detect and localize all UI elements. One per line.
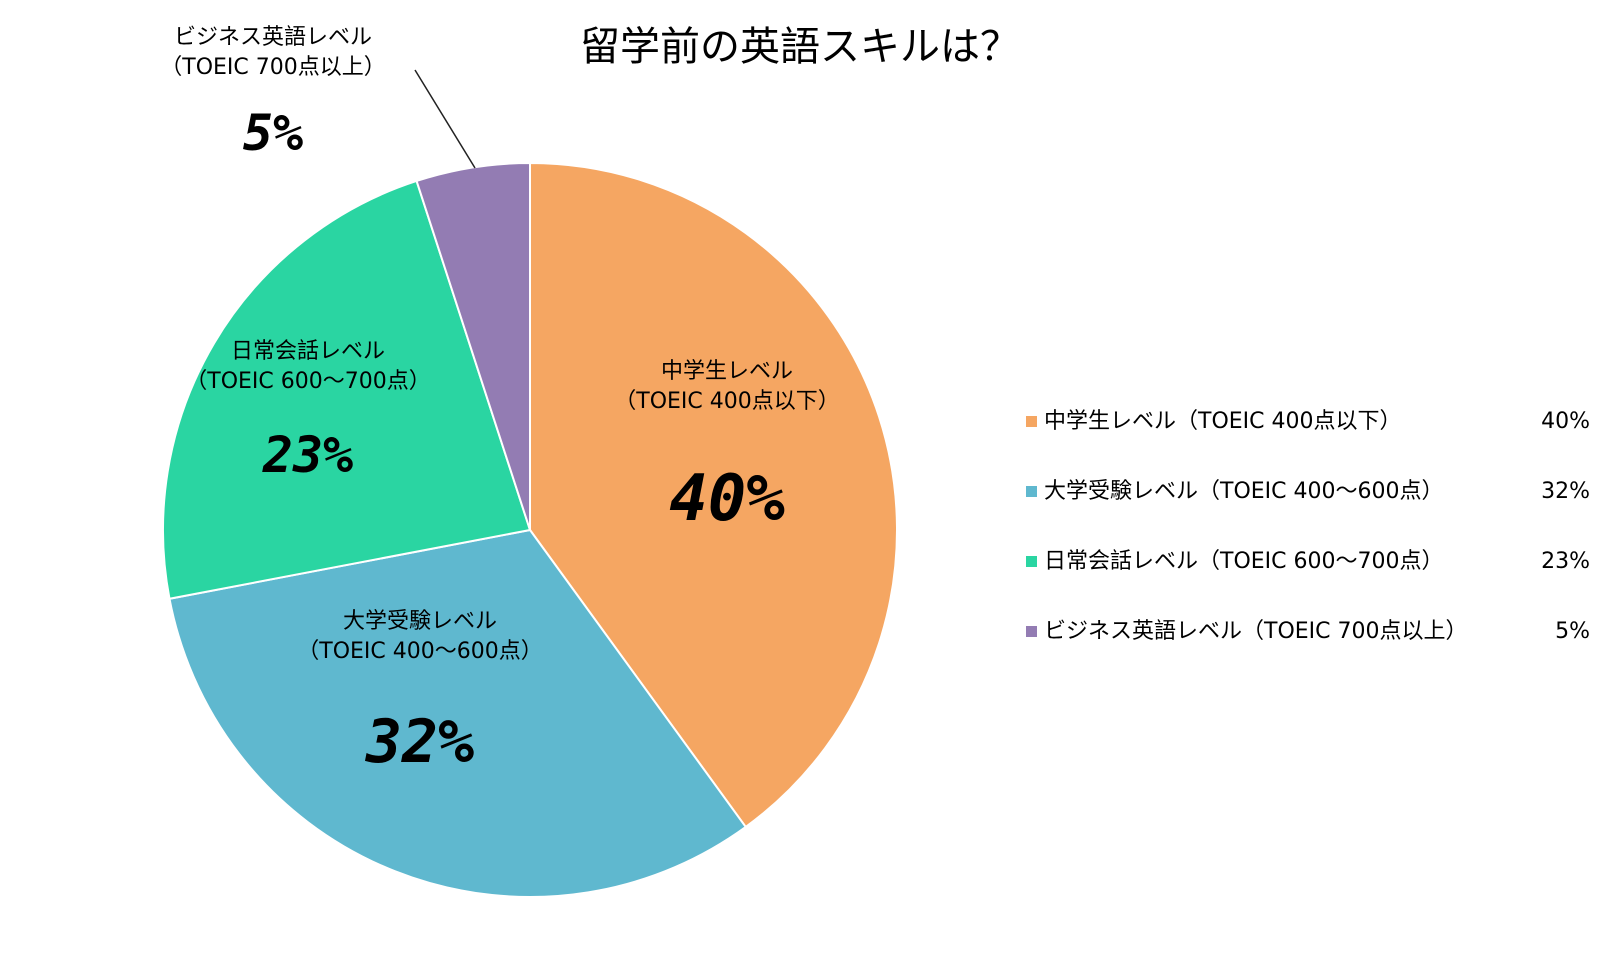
legend-label-3: ビジネス英語レベル（TOEIC 700点以上） <box>1044 619 1468 644</box>
legend: 中学生レベル（TOEIC 400点以下） 40% 大学受験レベル（TOEIC 400… <box>1026 409 1590 644</box>
pie-slice-0 <box>529 161 898 829</box>
slice-percent-0: 40% <box>669 462 785 536</box>
pie-slice-2 <box>162 179 532 600</box>
legend-label-2: 日常会話レベル（TOEIC 600〜700点） <box>1044 549 1443 574</box>
slice-detail-0: （TOEIC 400点以下） <box>614 389 840 414</box>
slice-detail-3: （TOEIC 700点以上） <box>160 55 386 80</box>
chart-title: 留学前の英語スキルは？ <box>580 24 1020 70</box>
slice-name-1: 大学受験レベル <box>343 609 497 634</box>
legend-swatch-0 <box>1026 416 1037 427</box>
slice-name-3: ビジネス英語レベル <box>174 25 372 50</box>
legend-value-1: 32% <box>1541 479 1590 504</box>
legend-value-3: 5% <box>1555 619 1590 644</box>
pie-slice-1 <box>168 528 748 898</box>
legend-swatch-2 <box>1026 556 1037 567</box>
slice-detail-1: （TOEIC 400〜600点） <box>297 639 542 664</box>
pie-slice-3 <box>415 161 531 531</box>
slice-name-0: 中学生レベル <box>661 359 793 384</box>
legend-label-1: 大学受験レベル（TOEIC 400〜600点） <box>1044 479 1443 504</box>
legend-value-0: 40% <box>1541 409 1590 434</box>
slice-percent-2: 23% <box>262 426 353 484</box>
slice-labels: 中学生レベル （TOEIC 400点以下） 40% 大学受験レベル （TOEIC 400… <box>160 25 840 777</box>
pie-slices <box>162 161 898 898</box>
slice-detail-2: （TOEIC 600〜700点） <box>185 369 430 394</box>
slice-name-2: 日常会話レベル <box>231 339 385 364</box>
legend-value-2: 23% <box>1541 549 1590 574</box>
slice-percent-3: 5% <box>243 104 303 162</box>
leader-line <box>414 69 476 169</box>
legend-swatch-1 <box>1026 486 1037 497</box>
slice-percent-1: 32% <box>365 707 474 777</box>
legend-swatch-3 <box>1026 626 1037 637</box>
legend-label-0: 中学生レベル（TOEIC 400点以下） <box>1044 409 1402 434</box>
